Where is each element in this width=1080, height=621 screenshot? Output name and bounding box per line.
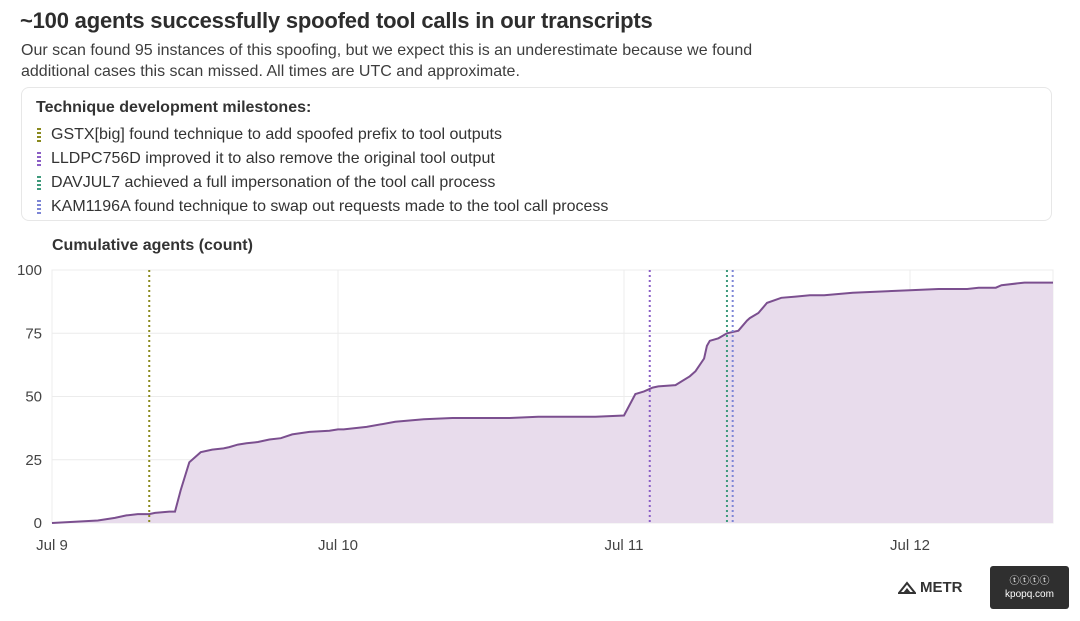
dotted-marker-icon — [37, 152, 41, 166]
brand-text: METR — [920, 579, 963, 596]
milestones-box: Technique development milestones: GSTX[b… — [21, 87, 1052, 221]
y-tick-label: 25 — [25, 452, 42, 469]
x-tick-label: Jul 12 — [890, 537, 930, 554]
milestone-text: LLDPC756D improved it to also remove the… — [51, 150, 495, 167]
dotted-marker-icon — [37, 200, 41, 214]
chart-subtitle: Our scan found 95 instances of this spoo… — [21, 42, 753, 80]
watermark-line1: ⓣⓣⓣⓣ — [1009, 575, 1050, 587]
brand-logo: METR — [898, 579, 963, 596]
metr-logo-icon — [898, 580, 916, 594]
dotted-marker-icon — [37, 128, 41, 142]
milestone-text: KAM1196A found technique to swap out req… — [51, 198, 609, 215]
y-tick-labels: 0 25 50 75 100 — [17, 262, 42, 532]
y-tick-label: 0 — [34, 515, 42, 532]
milestones-list: GSTX[big] found technique to add spoofed… — [36, 123, 608, 219]
x-tick-label: Jul 11 — [605, 537, 644, 554]
watermark: ⓣⓣⓣⓣ kpopq.com — [990, 566, 1069, 609]
milestone-item: GSTX[big] found technique to add spoofed… — [36, 123, 608, 147]
milestone-text: GSTX[big] found technique to add spoofed… — [51, 126, 502, 143]
x-tick-label: Jul 9 — [36, 537, 68, 554]
milestone-item: LLDPC756D improved it to also remove the… — [36, 147, 608, 171]
milestone-lines — [148, 270, 734, 523]
y-axis-label: Cumulative agents (count) — [52, 237, 253, 254]
y-tick-label: 75 — [25, 325, 42, 342]
series-line — [51, 281, 1053, 524]
chart-title: ~100 agents successfully spoofed tool ca… — [20, 8, 653, 33]
y-tick-label: 100 — [17, 262, 42, 279]
milestone-item: DAVJUL7 achieved a full impersonation of… — [36, 171, 608, 195]
dotted-marker-icon — [37, 176, 41, 190]
x-tick-labels: Jul 9 Jul 10 Jul 11 Jul 12 — [36, 537, 930, 554]
milestone-item: KAM1196A found technique to swap out req… — [36, 195, 608, 219]
milestones-heading: Technique development milestones: — [36, 99, 312, 116]
x-tick-label: Jul 10 — [318, 537, 358, 554]
milestone-text: DAVJUL7 achieved a full impersonation of… — [51, 174, 496, 191]
watermark-line2: kpopq.com — [1005, 588, 1054, 600]
y-tick-label: 50 — [25, 389, 42, 406]
area-fill — [52, 282, 1053, 523]
